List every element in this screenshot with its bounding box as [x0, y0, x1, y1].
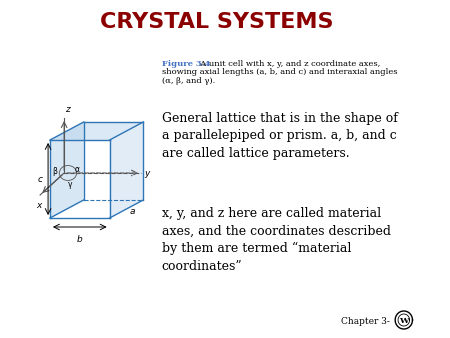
Polygon shape	[110, 122, 143, 218]
Text: (α, β, and γ).: (α, β, and γ).	[162, 77, 215, 85]
Text: Figure 3.4: Figure 3.4	[162, 60, 210, 68]
Text: W: W	[399, 317, 409, 325]
Text: y: y	[144, 169, 149, 177]
Text: x: x	[36, 201, 42, 210]
Text: A unit cell with x, y, and z coordinate axes,: A unit cell with x, y, and z coordinate …	[195, 60, 380, 68]
Text: γ: γ	[68, 180, 72, 189]
Text: General lattice that is in the shape of
a parallelepiped or prism. a, b, and c
a: General lattice that is in the shape of …	[162, 112, 397, 160]
Polygon shape	[50, 122, 84, 218]
Text: α: α	[75, 165, 80, 173]
Text: β: β	[53, 168, 58, 176]
Text: Chapter 3-: Chapter 3-	[342, 317, 390, 327]
Text: b: b	[77, 235, 83, 244]
Text: showing axial lengths (a, b, and c) and interaxial angles: showing axial lengths (a, b, and c) and …	[162, 69, 397, 76]
Text: z: z	[65, 105, 70, 114]
Polygon shape	[50, 122, 143, 140]
Text: a: a	[129, 208, 135, 217]
Text: x, y, and z here are called material
axes, and the coordinates described
by them: x, y, and z here are called material axe…	[162, 207, 391, 273]
Text: c: c	[37, 174, 42, 184]
Text: CRYSTAL SYSTEMS: CRYSTAL SYSTEMS	[99, 12, 333, 32]
